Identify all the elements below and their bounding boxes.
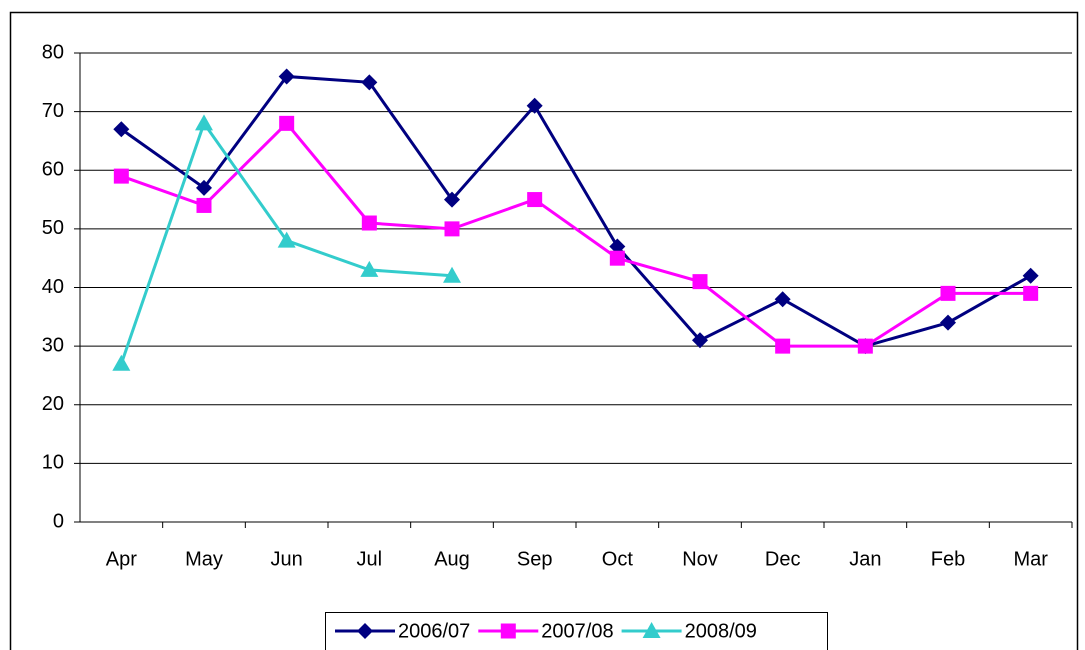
x-tick-label: Sep — [517, 548, 553, 570]
legend-label: 2008/09 — [685, 620, 757, 642]
marker — [361, 74, 378, 91]
marker — [526, 97, 543, 114]
marker — [113, 168, 129, 184]
marker — [500, 623, 516, 639]
y-tick-label: 40 — [42, 276, 64, 298]
legend-label: 2006/07 — [398, 620, 470, 642]
marker — [940, 314, 956, 331]
x-tick-label: Oct — [602, 548, 634, 570]
x-tick-label: May — [185, 548, 223, 570]
marker — [277, 231, 296, 248]
marker — [857, 338, 873, 354]
marker — [112, 354, 131, 371]
x-tick-label: Jan — [849, 548, 881, 570]
x-tick-label: Nov — [682, 548, 718, 570]
legend-box — [325, 612, 828, 650]
marker — [196, 179, 212, 196]
y-tick-label: 20 — [42, 393, 64, 415]
marker — [278, 68, 295, 85]
marker — [775, 338, 791, 354]
marker — [444, 221, 460, 237]
x-tick-label: Feb — [931, 548, 965, 570]
marker — [196, 197, 212, 213]
y-tick-label: 30 — [42, 334, 64, 356]
y-tick-label: 0 — [53, 510, 64, 532]
marker — [360, 260, 379, 277]
x-tick-label: Jun — [271, 548, 303, 570]
marker — [609, 250, 625, 266]
marker — [692, 332, 708, 349]
marker — [361, 215, 377, 231]
x-tick-label: Dec — [765, 548, 801, 570]
y-tick-label: 10 — [42, 452, 64, 474]
x-tick-label: Apr — [106, 548, 137, 570]
marker — [1022, 267, 1039, 284]
marker — [527, 192, 543, 208]
y-tick-label: 50 — [42, 217, 64, 239]
y-tick-label: 60 — [42, 159, 64, 181]
marker — [113, 121, 130, 138]
marker — [940, 285, 956, 301]
y-tick-label: 70 — [42, 100, 64, 122]
marker — [279, 115, 295, 131]
marker — [1023, 285, 1039, 301]
marker — [443, 266, 461, 283]
legend-label: 2007/08 — [541, 620, 613, 642]
marker — [195, 114, 213, 131]
marker — [774, 291, 791, 308]
y-tick-label: 80 — [42, 41, 64, 63]
x-tick-label: Aug — [434, 548, 470, 570]
marker — [609, 238, 626, 255]
marker — [692, 274, 708, 290]
x-tick-label: Jul — [357, 548, 383, 570]
marker — [444, 191, 460, 208]
marker — [357, 623, 373, 639]
series-line — [120, 121, 1031, 348]
legend: 2006/07 2007/08 2008/09 — [325, 612, 828, 650]
x-tick-label: Mar — [1013, 548, 1048, 570]
marker — [642, 622, 661, 638]
series-line — [120, 74, 1032, 348]
